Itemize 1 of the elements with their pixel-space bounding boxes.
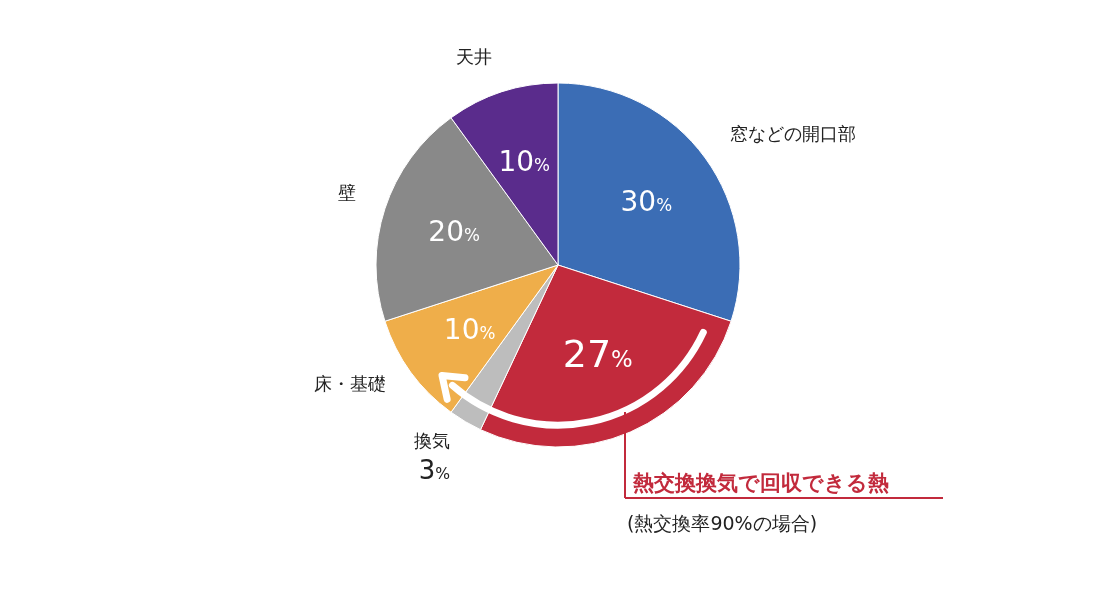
- annotation: (熱交換率90%の場合): [627, 512, 818, 534]
